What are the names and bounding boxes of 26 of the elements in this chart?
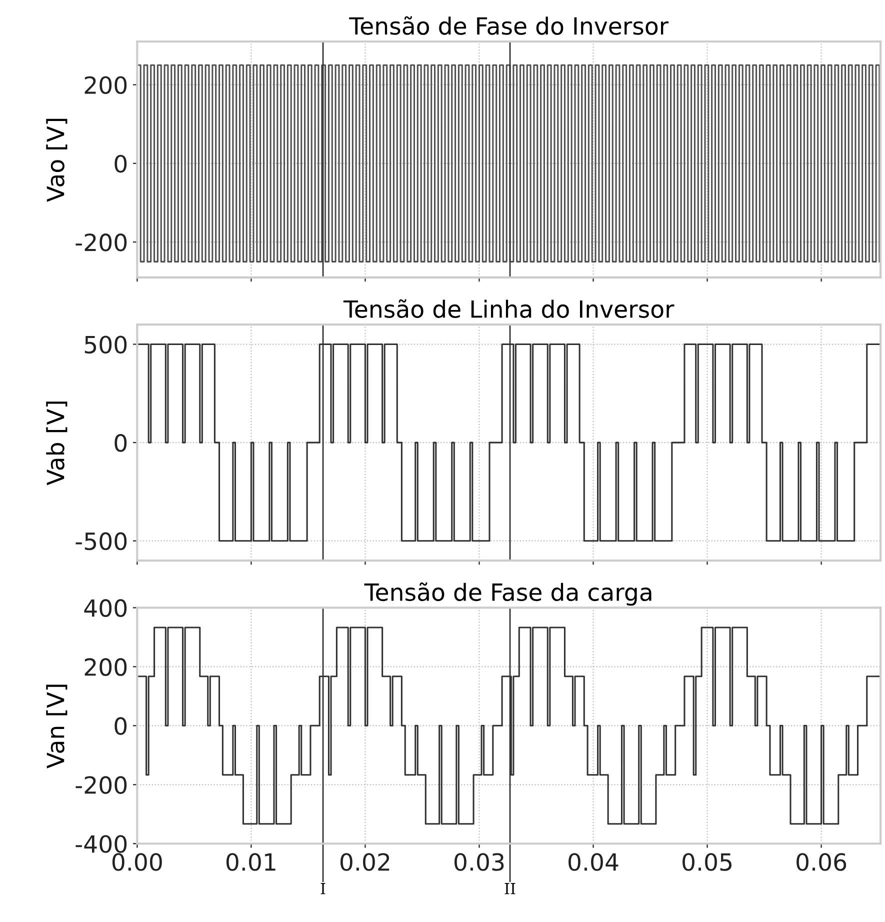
y-tick-label: 500 [84, 336, 127, 354]
x-tick-label: 0.04 [568, 853, 618, 871]
y-tick-label: -200 [76, 233, 127, 252]
y-axis-title: Vao [V] [46, 118, 68, 202]
y-tick-label: 200 [84, 76, 127, 94]
x-tick-label: 0.05 [682, 853, 732, 871]
y-tick-label: 200 [84, 658, 127, 676]
ref-line-label: I [320, 883, 326, 894]
y-axis-title: Vab [V] [46, 402, 68, 486]
y-tick-label: 0 [114, 434, 127, 452]
y-axis-title: Van [V] [46, 684, 68, 768]
x-tick-label: 0.03 [454, 853, 504, 871]
chart-title: Tensão de Linha do Inversor [343, 299, 674, 318]
y-tick-label: 400 [84, 599, 127, 618]
ref-line-label: II [504, 883, 516, 894]
y-tick-label: -500 [76, 532, 127, 550]
x-tick-label: 0.06 [796, 853, 846, 871]
y-tick-label: -400 [76, 835, 127, 853]
y-tick-label: -200 [76, 776, 127, 794]
chart-title: Tensão de Fase da carga [364, 582, 652, 606]
chart-title: Tensão de Fase do Inversor [349, 16, 669, 35]
x-tick-label: 0.00 [112, 853, 162, 871]
x-tick-label: 0.01 [226, 853, 276, 871]
y-tick-label: 0 [114, 717, 127, 735]
y-tick-label: 0 [114, 154, 127, 173]
x-tick-label: 0.02 [340, 853, 390, 871]
